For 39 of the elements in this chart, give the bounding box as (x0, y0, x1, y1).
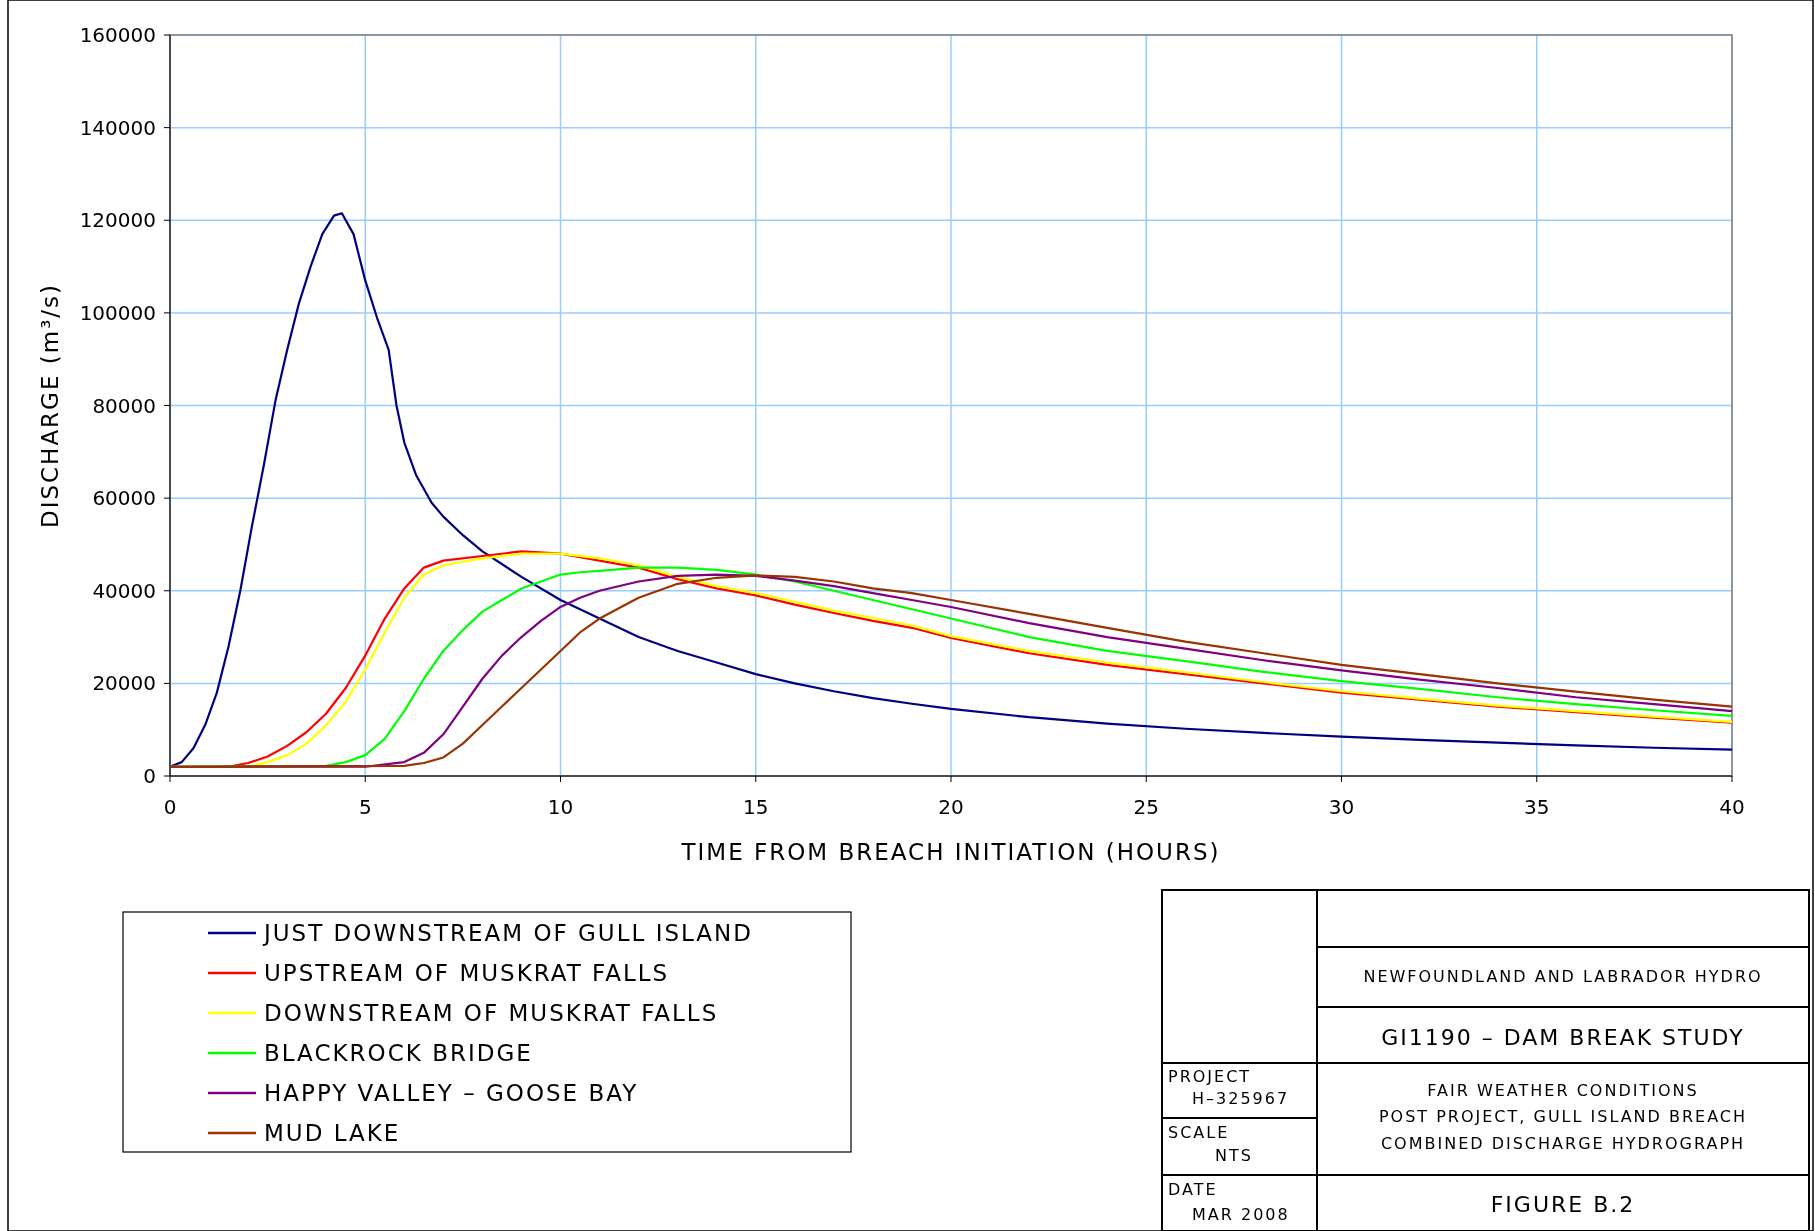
text: FAIR WEATHER CONDITIONS (1427, 1081, 1699, 1100)
y-tick-label: 100000 (79, 300, 156, 325)
x-tick-label: 35 (1524, 795, 1550, 819)
x-tick-label: 0 (163, 795, 177, 819)
x-tick-label: 5 (358, 795, 372, 819)
text: DATE (1168, 1180, 1218, 1199)
legend-label: JUST DOWNSTREAM OF GULL ISLAND (262, 920, 754, 946)
x-tick-label: 10 (547, 795, 574, 819)
x-axis-title: TIME FROM BREACH INITIATION (HOURS) (680, 839, 1221, 865)
text: PROJECT (1168, 1067, 1252, 1086)
x-tick-label: 30 (1328, 795, 1355, 819)
x-tick-label: 15 (743, 795, 769, 819)
y-axis-title: DISCHARGE (m³/s) (37, 282, 63, 529)
y-tick-label: 120000 (79, 208, 156, 233)
y-tick-label: 60000 (92, 486, 156, 511)
text: FIGURE B.2 (1490, 1192, 1636, 1217)
legend-label: HAPPY VALLEY – GOOSE BAY (264, 1080, 639, 1106)
text: COMBINED DISCHARGE HYDROGRAPH (1380, 1134, 1746, 1153)
x-tick-label: 20 (938, 795, 964, 819)
text: POST PROJECT, GULL ISLAND BREACH (1378, 1107, 1748, 1126)
text: GI1190 – DAM BREAK STUDY (1381, 1025, 1745, 1050)
legend-label: MUD LAKE (264, 1120, 401, 1146)
y-tick-label: 20000 (92, 671, 156, 696)
x-tick-label: 25 (1133, 795, 1159, 819)
y-tick-label: 0 (143, 764, 156, 788)
y-tick-label: 80000 (92, 393, 156, 418)
text: NTS (1215, 1146, 1253, 1165)
legend-label: UPSTREAM OF MUSKRAT FALLS (264, 960, 670, 986)
y-tick-label: 40000 (92, 578, 156, 603)
text: H–325967 (1192, 1089, 1290, 1108)
y-tick-label: 140000 (79, 115, 156, 140)
y-tick-label: 160000 (79, 23, 156, 47)
text: NEWFOUNDLAND AND LABRADOR HYDRO (1363, 967, 1763, 986)
legend-label: BLACKROCK BRIDGE (264, 1040, 533, 1066)
x-tick-label: 40 (1719, 795, 1745, 819)
legend-label: DOWNSTREAM OF MUSKRAT FALLS (264, 1000, 719, 1026)
text: MAR 2008 (1192, 1205, 1290, 1224)
text: SCALE (1168, 1123, 1230, 1142)
line-series (170, 212, 1732, 768)
